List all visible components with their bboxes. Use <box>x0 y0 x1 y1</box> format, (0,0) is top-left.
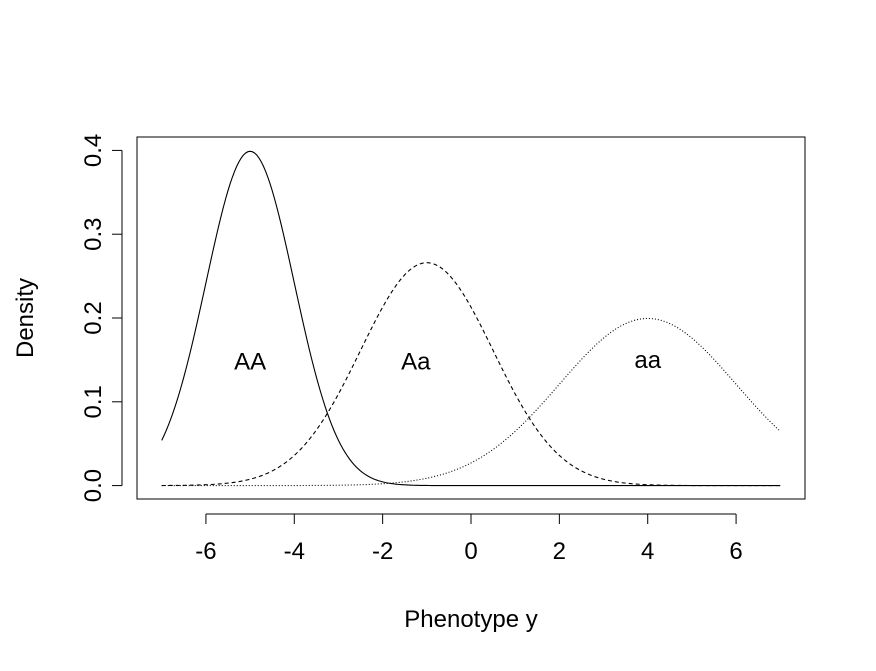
x-tick-label: 4 <box>641 538 654 565</box>
x-tick-label: -6 <box>195 538 216 565</box>
y-tick-label: 0.3 <box>80 218 107 251</box>
y-tick-label: 0.2 <box>80 301 107 334</box>
plot-box <box>136 136 806 500</box>
genotype-label: AA <box>234 349 266 376</box>
genotype-labels: AA Aa aa <box>234 347 662 376</box>
x-tick-label: -2 <box>372 538 393 565</box>
y-tick-label: 0.1 <box>80 385 107 418</box>
x-axis: -6 -4 -2 0 2 4 6 <box>195 513 743 565</box>
density-curve-aa <box>161 317 781 487</box>
y-tick-label: 0.4 <box>80 134 107 167</box>
y-axis: 0.0 0.1 0.2 0.3 0.4 <box>80 134 123 502</box>
x-tick-label: 6 <box>729 538 742 565</box>
genotype-label: Aa <box>401 349 431 376</box>
x-tick-label: 0 <box>464 538 477 565</box>
x-tick-label: -4 <box>284 538 305 565</box>
density-curve-Aa <box>161 262 781 487</box>
x-axis-title: Phenotype y <box>404 606 537 633</box>
density-curve-AA <box>161 150 781 487</box>
density-curves <box>161 150 781 487</box>
x-tick-label: 2 <box>553 538 566 565</box>
y-axis-title: Density <box>12 278 39 358</box>
y-tick-label: 0.0 <box>80 469 107 502</box>
genotype-label: aa <box>634 347 661 374</box>
